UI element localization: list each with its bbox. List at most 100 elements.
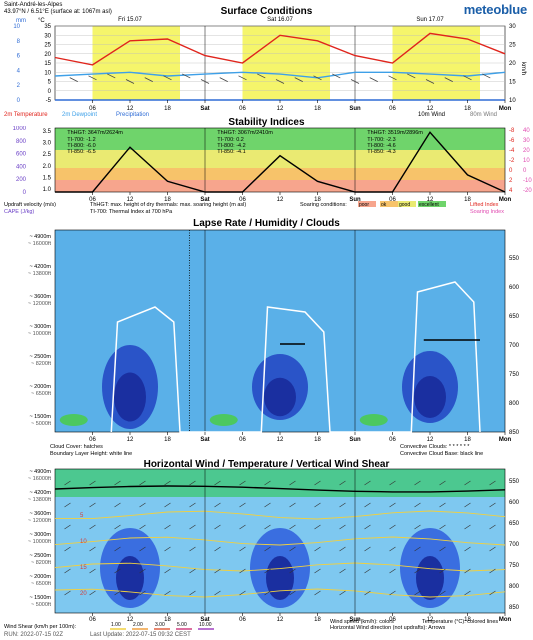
- wind-arrow: [289, 502, 296, 508]
- shear-value: 1.00: [111, 622, 121, 628]
- x-tick-label: 12: [427, 617, 434, 623]
- cloud-cover-legend: Cloud Cover: hatches: [50, 444, 103, 450]
- wind-arrow: [114, 568, 121, 574]
- altitude-label: ~ 12000ft: [28, 301, 52, 307]
- wind-arrow: [69, 77, 78, 83]
- altitude-label: ~ 3600m: [29, 511, 51, 517]
- updraft-tick-label: 1.0: [43, 187, 52, 193]
- soaring-level: good: [399, 202, 410, 208]
- altitude-label: ~ 13800ft: [28, 497, 52, 503]
- soaring-band: [55, 128, 505, 150]
- wind-arrow: [407, 73, 416, 79]
- wind-arrow: [364, 546, 371, 552]
- ti700-label: TI-700: -2.3: [367, 137, 395, 143]
- temp-tick-label: 5: [48, 80, 52, 86]
- altitude-label: ~ 2500m: [29, 354, 51, 360]
- lifted-tick-label: -2: [509, 158, 515, 164]
- speed-legend: Wind speed (km/h): colors: [330, 619, 394, 625]
- wind-arrow: [139, 524, 146, 530]
- wind-arrow: [164, 546, 171, 552]
- wind-arrow: [439, 568, 446, 574]
- wind-arrow: [189, 524, 196, 530]
- altitude-label: ~ 6500ft: [31, 391, 52, 397]
- wind-tick-label: 30: [509, 24, 516, 30]
- zero-deg-contour: [54, 485, 506, 493]
- wind-arrow: [350, 79, 360, 84]
- hpa-tick-label: 700: [509, 343, 520, 349]
- dir-legend: Horizontal Wind direction (not updrafts)…: [330, 625, 445, 630]
- hpa-tick-label: 550: [509, 256, 520, 262]
- day-label: Sun 17.07: [416, 17, 444, 23]
- x-tick-label: 12: [127, 617, 134, 623]
- wind-arrow: [189, 502, 196, 508]
- wind-arrow: [439, 524, 446, 530]
- wind-arrow: [439, 546, 446, 552]
- wind-arrow: [89, 502, 96, 508]
- wind-arrow: [463, 75, 472, 81]
- wind-arrow: [164, 590, 171, 596]
- wind-arrow: [439, 590, 446, 596]
- thhgt-label: ThHGT: 3647m/2624m: [67, 130, 123, 136]
- cape-tick-label: 1000: [13, 126, 27, 132]
- wind-arrow: [139, 502, 146, 508]
- cape-tick-label: 600: [16, 152, 27, 158]
- wind-arrow: [464, 480, 471, 486]
- wind-arrow: [314, 568, 321, 574]
- dry-band: [209, 414, 238, 426]
- ti-legend: TI-700: Thermal Index at 700 hPa: [90, 209, 173, 215]
- wind-arrow: [88, 75, 97, 81]
- wind-arrow: [389, 568, 396, 574]
- soaring-tick-label: -20: [523, 188, 532, 194]
- series-line-2m-temperature: [54, 32, 506, 66]
- altitude-label: ~ 5000ft: [31, 421, 52, 427]
- wind-arrow: [339, 546, 346, 552]
- wind-arrow: [439, 480, 446, 486]
- x-tick-label: 06: [89, 197, 96, 203]
- legend-wind80: 80m Wind: [470, 112, 497, 118]
- temp-tick-label: 15: [44, 61, 51, 67]
- meteoblue-logo[interactable]: meteoblue: [463, 2, 527, 17]
- wind-arrow: [289, 546, 296, 552]
- x-tick-label: 18: [464, 617, 471, 623]
- altitude-label: ~ 10000ft: [28, 331, 52, 337]
- wind-arrow: [114, 590, 121, 596]
- wind-arrow: [314, 590, 321, 596]
- temp-tick-label: 10: [44, 70, 51, 76]
- hpa-tick-label: 650: [509, 521, 520, 527]
- x-tick-label: 12: [127, 437, 134, 443]
- x-tick-label: 12: [427, 437, 434, 443]
- wind-arrow: [464, 568, 471, 574]
- wind-arrow: [214, 502, 221, 508]
- altitude-label: ~ 2000m: [29, 574, 51, 580]
- wind-core: [116, 556, 144, 600]
- lifted-tick-label: 2: [509, 178, 513, 184]
- wind-arrow: [114, 502, 121, 508]
- conv-clouds-legend: Convective Clouds: * * * * * *: [400, 444, 470, 450]
- wind-arrow: [214, 524, 221, 530]
- ti700-label: TI-700: 0.2: [217, 137, 244, 143]
- wind-arrow: [139, 568, 146, 574]
- wind-arrow: [214, 568, 221, 574]
- updraft-tick-label: 3.0: [43, 141, 52, 147]
- wind-arrow: [64, 590, 71, 596]
- cape-tick-label: 200: [16, 177, 27, 183]
- x-tick-label: 06: [389, 106, 396, 112]
- soaring-tick-label: -10: [523, 178, 532, 184]
- hpa-tick-label: 650: [509, 314, 520, 320]
- precip-tick-label: 2: [17, 83, 21, 89]
- hpa-tick-label: 750: [509, 372, 520, 378]
- hpa-tick-label: 600: [509, 500, 520, 506]
- soaring-tick-label: 30: [523, 138, 530, 144]
- boundary-layer-line: [110, 281, 481, 433]
- x-tick-label: 12: [277, 617, 284, 623]
- wind-arrow: [489, 546, 496, 552]
- soaring-band: [55, 180, 505, 192]
- dry-band: [59, 414, 88, 426]
- hpa-tick-label: 550: [509, 479, 520, 485]
- blh-legend: Boundary Layer Height: white line: [50, 451, 132, 457]
- altitude-label: ~ 8200ft: [31, 560, 52, 566]
- wind-arrow: [464, 524, 471, 530]
- wind-arrow: [314, 524, 321, 530]
- wind-arrow: [369, 77, 378, 83]
- wind-arrow: [364, 568, 371, 574]
